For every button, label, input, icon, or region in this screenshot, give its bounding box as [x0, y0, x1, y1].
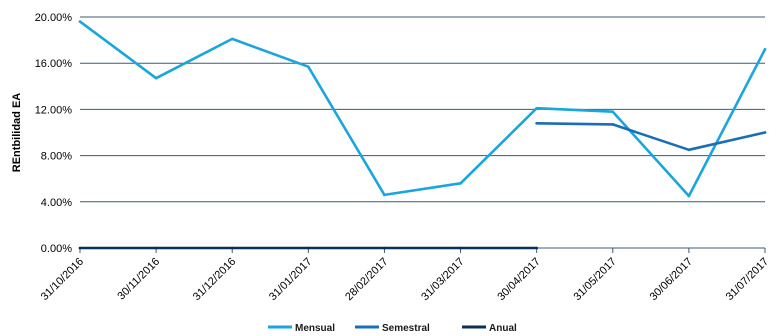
data-point-mensual: [154, 76, 158, 80]
data-point-anual: [383, 246, 386, 250]
x-tick-label: 28/02/2017: [343, 256, 390, 303]
x-tick-label: 31/03/2017: [419, 256, 466, 303]
data-point-anual: [535, 246, 538, 250]
legend-item-mensual: Mensual: [268, 323, 335, 334]
x-tick-label: 30/11/2016: [115, 256, 162, 303]
data-point-anual: [459, 246, 462, 250]
data-point-semestral: [763, 131, 767, 134]
data-point-anual: [154, 246, 158, 250]
data-point-mensual: [763, 48, 767, 51]
y-axis-ticks: 0.00% 4.00% 8.00% 12.00% 16.00% 20.00%: [35, 12, 73, 255]
data-point-mensual: [307, 65, 310, 68]
x-tick-label: 31/12/2016: [191, 256, 238, 303]
x-tick-label: 31/10/2016: [39, 256, 86, 303]
x-tick-label: 30/04/2017: [495, 256, 542, 303]
gridlines: [80, 16, 765, 249]
y-tick-label: 4.00%: [41, 197, 72, 209]
series-line-mensual: [78, 20, 767, 198]
data-point-mensual: [78, 20, 82, 23]
y-axis-label: REntbilidad EA: [11, 93, 23, 173]
data-point-mensual: [687, 194, 691, 198]
y-tick-label: 20.00%: [35, 12, 73, 24]
legend-label: Semestral: [382, 323, 430, 334]
legend: Mensual Semestral Anual: [268, 323, 517, 334]
legend-item-semestral: Semestral: [355, 323, 430, 334]
x-tick-label: 31/05/2017: [571, 256, 618, 303]
legend-label: Mensual: [295, 323, 335, 334]
data-point-mensual: [459, 182, 462, 185]
data-point-mensual: [611, 110, 615, 114]
y-tick-label: 16.00%: [35, 58, 73, 70]
x-axis-ticks: 31/10/2016 30/11/2016 31/12/2016 31/01/2017…: [39, 248, 771, 303]
data-point-anual: [307, 246, 310, 250]
x-tick-label: 31/07/2017: [724, 256, 771, 303]
data-point-mensual: [383, 193, 386, 197]
series-line-semestral: [535, 122, 767, 152]
x-tick-label: 30/06/2017: [648, 256, 695, 303]
series-lines: [78, 20, 767, 250]
legend-label: Anual: [489, 323, 517, 334]
data-point-semestral: [687, 148, 691, 152]
data-point-anual: [230, 246, 234, 250]
data-point-mensual: [535, 106, 538, 110]
data-point-semestral: [611, 123, 615, 126]
y-tick-label: 12.00%: [35, 104, 73, 116]
y-tick-label: 0.00%: [41, 243, 72, 255]
data-point-anual: [78, 246, 82, 250]
data-point-mensual: [230, 37, 234, 41]
y-tick-label: 8.00%: [41, 151, 72, 163]
x-tick-label: 31/01/2017: [267, 256, 314, 303]
legend-item-anual: Anual: [462, 323, 517, 334]
data-point-semestral: [535, 121, 538, 125]
